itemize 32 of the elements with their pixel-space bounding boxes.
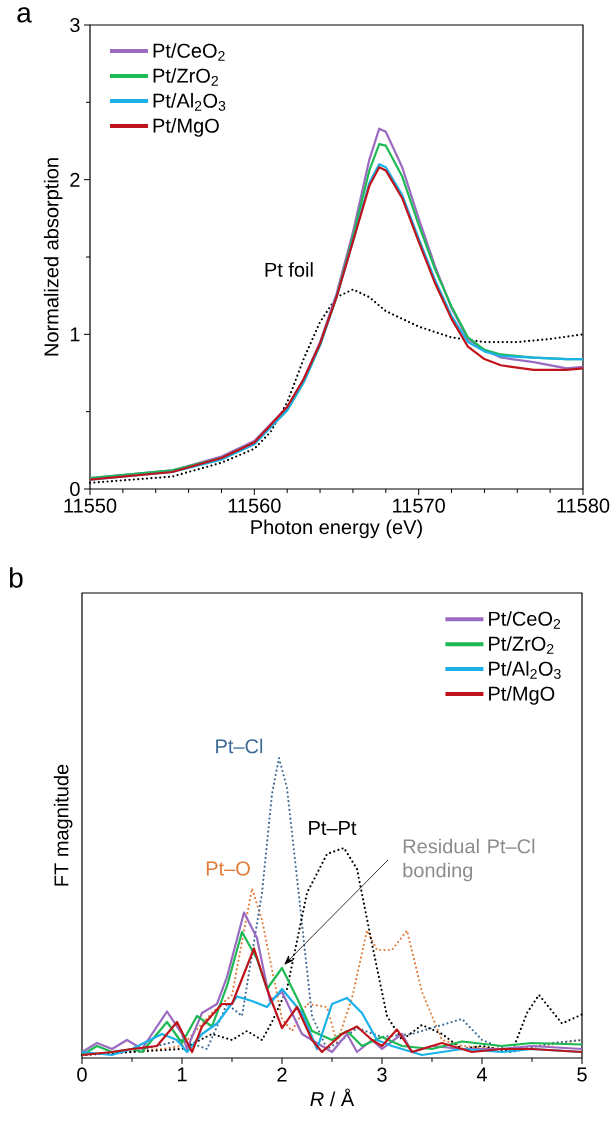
chart-title: a	[17, 7, 32, 23]
legend-label: Pt/Al$_{2}$O$_{3}$	[489, 661, 561, 679]
x-tick-label: 11560	[228, 498, 281, 513]
legend-label: Pt/ZrO$_{2}$	[489, 636, 554, 654]
legend-label: Pt/MgO	[489, 686, 555, 705]
annotation: Residual Pt–Cl bonding	[403, 838, 535, 882]
legend-label: Pt/CeO$_{2}$	[489, 611, 561, 629]
y-tick-label: 3	[70, 17, 80, 33]
series-label: Pt foil	[265, 262, 313, 277]
x-tick-label: 1	[177, 1067, 187, 1082]
x-tick-label: 5	[577, 1067, 587, 1082]
x-axis-title: Photon energy (eV)	[251, 519, 422, 539]
legend-label: Pt/MgO	[153, 118, 219, 137]
series-label: Pt–Cl	[216, 738, 263, 754]
y-tick-label: 1	[70, 327, 80, 342]
y-axis-title: Normalized absorption	[43, 158, 63, 356]
x-tick-label: 2	[277, 1067, 287, 1082]
legend-label: Pt/CeO$_{2}$	[153, 43, 225, 61]
y-tick-label: 2	[70, 172, 80, 187]
x-tick-label: 11580	[557, 498, 610, 513]
x-tick-label: 11570	[393, 498, 445, 513]
series-label: Pt–Pt	[309, 821, 357, 835]
legend-label: Pt/Al$_{2}$O$_{3}$	[153, 93, 226, 111]
x-tick-label: 4	[476, 1067, 487, 1082]
x-axis-title: R / Å	[310, 1088, 355, 1107]
y-axis-title: FT magnitude	[53, 764, 73, 886]
x-tick-label: 3	[377, 1067, 387, 1082]
y-tick-label: 0	[70, 481, 80, 497]
chart-title: b	[10, 567, 23, 588]
series-label: Pt–O	[206, 861, 250, 876]
x-tick-label: 11550	[64, 498, 117, 513]
legend-label: Pt/ZrO$_{2}$	[153, 68, 218, 86]
